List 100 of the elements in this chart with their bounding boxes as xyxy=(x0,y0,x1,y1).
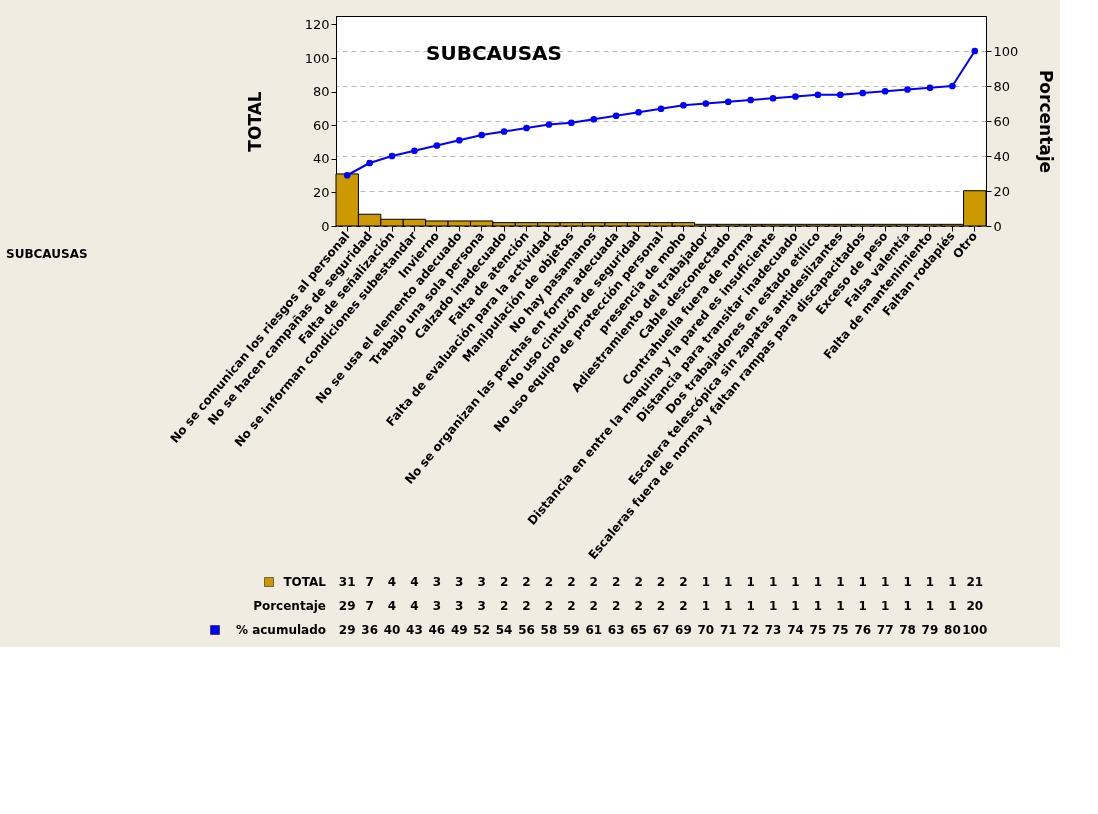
text: 1 xyxy=(880,599,890,613)
point xyxy=(814,91,822,99)
point xyxy=(836,91,844,99)
point xyxy=(702,100,710,107)
data-label: 71 xyxy=(719,623,737,637)
data-label: 76 xyxy=(854,623,872,637)
data-label: 46 xyxy=(428,623,446,637)
point xyxy=(590,115,598,123)
point xyxy=(567,119,575,127)
data-label: 2 xyxy=(589,575,598,589)
data-label: 4 xyxy=(387,575,397,589)
data-label: 2 xyxy=(611,575,621,589)
data-label: 69 xyxy=(675,623,692,637)
text: Porcentaje xyxy=(253,599,326,613)
point xyxy=(343,171,351,179)
data-label: 40 xyxy=(383,623,401,637)
text: 1 xyxy=(948,599,957,613)
text: 2 xyxy=(544,599,554,613)
data-label: 70 xyxy=(697,623,715,637)
text: 1 xyxy=(724,599,733,613)
text: 7 xyxy=(365,599,374,613)
text: 1 xyxy=(836,599,845,613)
y-tick-label: 80 xyxy=(312,84,330,100)
data-label: 52 xyxy=(473,623,491,637)
data-label: 63 xyxy=(607,623,625,637)
point xyxy=(411,147,418,155)
y-tick-label: 120 xyxy=(304,16,330,32)
text: 3 xyxy=(455,599,464,613)
text: 1 xyxy=(903,599,912,613)
text: 2 xyxy=(656,599,666,613)
point xyxy=(657,105,665,113)
point xyxy=(949,82,956,90)
data-label: 80 xyxy=(944,623,961,637)
data-label: 1 xyxy=(791,575,800,589)
y-tick-label: 100 xyxy=(304,50,330,66)
point xyxy=(769,94,777,102)
y2-tick-label: 60 xyxy=(993,113,1011,129)
data-label: 67 xyxy=(652,623,670,637)
text: 1 xyxy=(768,599,778,613)
data-label: 65 xyxy=(630,623,647,637)
data-label: 2 xyxy=(679,575,688,589)
text: 29 xyxy=(338,599,356,613)
point xyxy=(904,86,911,93)
point xyxy=(612,112,620,120)
y-tick-label: 20 xyxy=(312,184,330,200)
y2-tick-label: 0 xyxy=(993,218,1002,234)
point xyxy=(388,152,396,160)
data-label: 2 xyxy=(656,575,666,589)
data-label: 4 xyxy=(410,575,419,589)
data-label: 31 xyxy=(338,575,356,589)
text: 1 xyxy=(746,599,755,613)
data-label: 79 xyxy=(921,623,939,637)
data-label: 2 xyxy=(499,575,509,589)
text: 2 xyxy=(679,599,688,613)
y2-tick-label: 40 xyxy=(993,148,1011,164)
legend-label: TOTAL xyxy=(283,575,327,589)
data-label: 2 xyxy=(634,575,643,589)
data-label: 1 xyxy=(813,575,823,589)
data-label: 78 xyxy=(899,623,916,637)
data-label: 2 xyxy=(544,575,554,589)
text: 1 xyxy=(791,599,800,613)
data-label: 21 xyxy=(966,575,984,589)
point xyxy=(971,47,979,55)
point xyxy=(635,108,642,116)
point xyxy=(747,96,755,104)
data-label: 1 xyxy=(746,575,755,589)
point xyxy=(859,89,867,97)
y2-axis-title: Porcentaje xyxy=(1036,69,1057,174)
data-label: 58 xyxy=(540,623,558,637)
text: 2 xyxy=(522,599,531,613)
point xyxy=(545,121,553,128)
data-label: 100 xyxy=(962,623,988,637)
text: 1 xyxy=(813,599,823,613)
data-label: 29 xyxy=(338,623,356,637)
data-label: 1 xyxy=(768,575,778,589)
text: 4 xyxy=(410,599,419,613)
text: 2 xyxy=(611,599,621,613)
y-tick-label: 0 xyxy=(321,218,330,234)
point xyxy=(455,136,463,144)
text: 3 xyxy=(477,599,486,613)
data-label: 56 xyxy=(518,623,535,637)
data-label: 3 xyxy=(432,575,442,589)
data-label: 61 xyxy=(585,623,603,637)
text: 4 xyxy=(387,599,397,613)
text: 2 xyxy=(567,599,576,613)
text: 3 xyxy=(432,599,442,613)
data-label: 1 xyxy=(858,575,867,589)
text: 2 xyxy=(499,599,509,613)
data-label: 49 xyxy=(450,623,468,637)
data-label: 2 xyxy=(522,575,531,589)
data-label: 1 xyxy=(948,575,957,589)
text: 20 xyxy=(966,599,984,613)
y-axis-title: TOTAL xyxy=(244,91,265,152)
data-label: 43 xyxy=(406,623,423,637)
y2-tick-label: 80 xyxy=(993,78,1011,94)
text: 1 xyxy=(925,599,935,613)
y2-tick-label: 100 xyxy=(993,43,1019,59)
data-label: 59 xyxy=(562,623,580,637)
text: SUBCAUSAS xyxy=(426,41,562,65)
point xyxy=(792,93,799,100)
